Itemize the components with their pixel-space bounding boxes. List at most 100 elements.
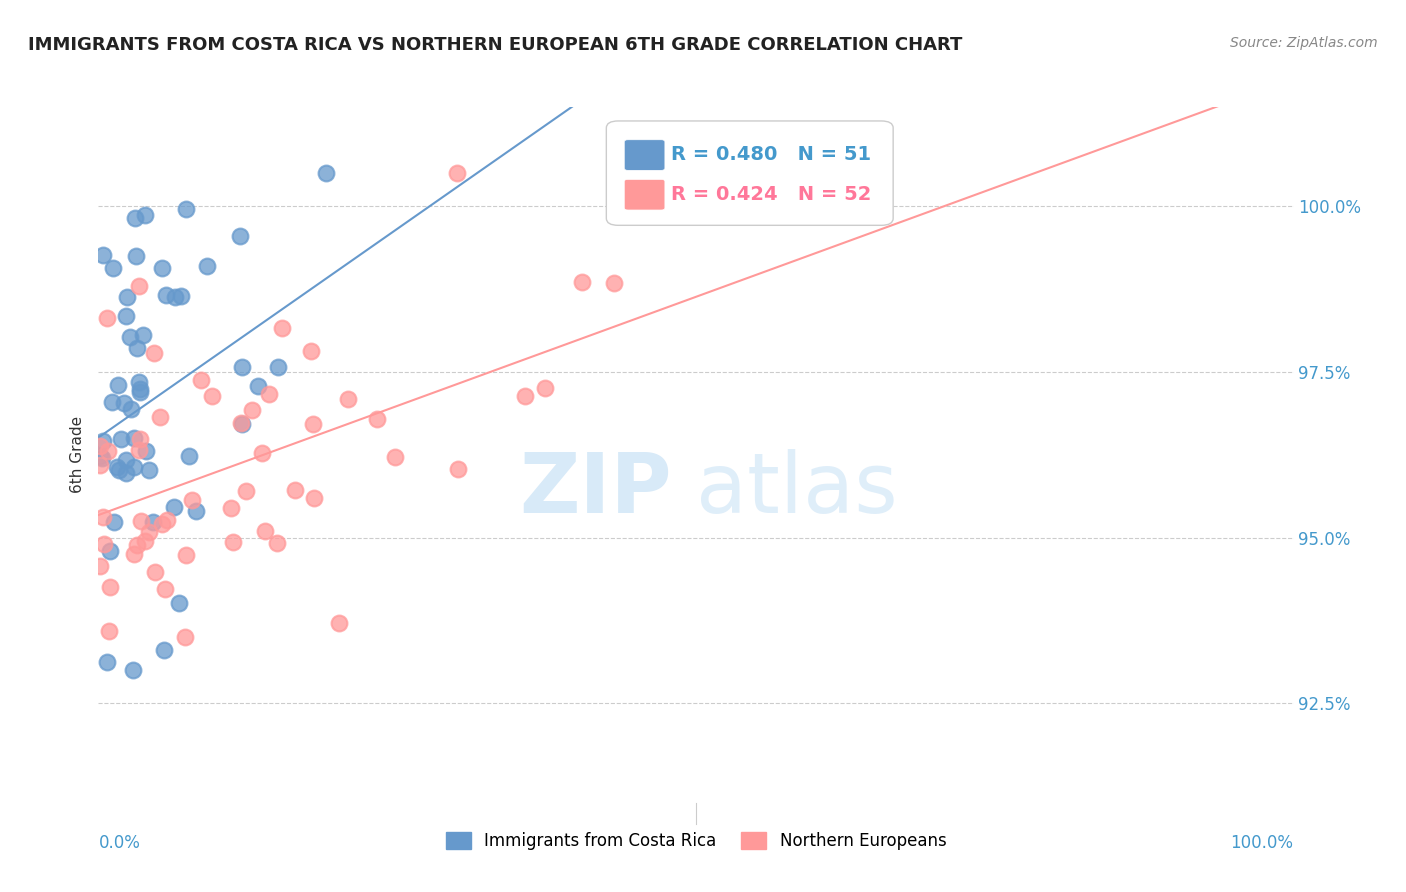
Point bbox=[534, 381, 557, 395]
Point bbox=[149, 409, 172, 424]
Point bbox=[127, 538, 149, 552]
Point bbox=[138, 525, 160, 540]
Point bbox=[299, 343, 322, 358]
Point bbox=[115, 290, 138, 304]
Point bbox=[253, 524, 276, 538]
Point bbox=[91, 509, 114, 524]
Point bbox=[129, 514, 152, 528]
Text: IMMIGRANTS FROM COSTA RICA VS NORTHERN EUROPEAN 6TH GRADE CORRELATION CHART: IMMIGRANTS FROM COSTA RICA VS NORTHERN E… bbox=[28, 36, 963, 54]
Point bbox=[229, 228, 252, 243]
Point bbox=[105, 459, 128, 474]
Point bbox=[603, 276, 626, 290]
FancyBboxPatch shape bbox=[606, 121, 893, 226]
Point bbox=[134, 533, 156, 548]
Point bbox=[122, 548, 145, 562]
Point bbox=[142, 515, 165, 529]
Point bbox=[174, 202, 197, 217]
Point bbox=[91, 248, 114, 262]
Point bbox=[284, 483, 307, 498]
Point bbox=[257, 386, 280, 401]
Point bbox=[571, 276, 593, 290]
Point bbox=[150, 516, 173, 531]
Point bbox=[384, 450, 406, 464]
Point bbox=[190, 373, 212, 387]
Point bbox=[115, 310, 138, 324]
Point bbox=[167, 596, 190, 610]
Point bbox=[107, 463, 129, 477]
FancyBboxPatch shape bbox=[624, 140, 665, 170]
Point bbox=[89, 559, 111, 574]
Point bbox=[124, 211, 146, 226]
Point bbox=[446, 166, 468, 180]
Point bbox=[250, 446, 273, 460]
Point bbox=[170, 289, 193, 303]
Point bbox=[155, 287, 177, 301]
Text: ZIP: ZIP bbox=[520, 450, 672, 530]
Point bbox=[124, 431, 146, 445]
Point bbox=[155, 582, 177, 597]
Point bbox=[91, 434, 114, 448]
Point bbox=[128, 384, 150, 399]
Point bbox=[110, 432, 132, 446]
Point bbox=[124, 460, 146, 475]
Text: 0.0%: 0.0% bbox=[98, 834, 141, 852]
Point bbox=[128, 442, 150, 457]
Point bbox=[302, 491, 325, 505]
Point bbox=[115, 466, 138, 480]
Point bbox=[174, 630, 197, 644]
Point bbox=[101, 261, 124, 276]
Point bbox=[107, 378, 129, 392]
Point bbox=[177, 449, 200, 463]
Point bbox=[156, 513, 179, 527]
Point bbox=[98, 580, 121, 594]
Point bbox=[89, 458, 111, 473]
Point bbox=[138, 463, 160, 477]
Point bbox=[131, 327, 153, 342]
Point bbox=[165, 290, 187, 304]
Point bbox=[163, 500, 186, 514]
Point bbox=[128, 278, 150, 293]
Point bbox=[315, 166, 337, 180]
Point bbox=[240, 402, 263, 417]
Point bbox=[301, 417, 323, 431]
Point bbox=[221, 501, 243, 516]
Point bbox=[96, 311, 118, 326]
Point bbox=[114, 396, 136, 410]
Legend: Immigrants from Costa Rica, Northern Europeans: Immigrants from Costa Rica, Northern Eur… bbox=[439, 826, 953, 857]
Text: R = 0.424   N = 52: R = 0.424 N = 52 bbox=[671, 185, 872, 203]
Point bbox=[515, 389, 537, 403]
Point bbox=[125, 249, 148, 263]
Point bbox=[127, 341, 149, 355]
Point bbox=[97, 624, 120, 639]
Point bbox=[89, 439, 111, 453]
Point bbox=[229, 417, 252, 431]
Point bbox=[184, 503, 207, 517]
Point bbox=[129, 382, 152, 396]
Point bbox=[328, 616, 350, 631]
Y-axis label: 6th Grade: 6th Grade bbox=[70, 417, 86, 493]
Point bbox=[222, 535, 245, 549]
Text: 100.0%: 100.0% bbox=[1230, 834, 1294, 852]
Text: R = 0.480   N = 51: R = 0.480 N = 51 bbox=[671, 145, 870, 164]
Point bbox=[128, 375, 150, 389]
Point bbox=[271, 320, 294, 334]
Point bbox=[120, 402, 142, 417]
Point bbox=[153, 642, 176, 657]
Point bbox=[142, 346, 165, 360]
Point bbox=[235, 484, 257, 499]
Point bbox=[96, 655, 118, 669]
Point bbox=[266, 359, 288, 374]
Point bbox=[120, 329, 142, 343]
Text: atlas: atlas bbox=[696, 450, 897, 530]
Point bbox=[336, 392, 359, 406]
Point bbox=[447, 462, 470, 476]
Point bbox=[247, 378, 270, 392]
Point bbox=[114, 453, 136, 467]
FancyBboxPatch shape bbox=[624, 179, 665, 210]
Point bbox=[89, 449, 111, 463]
Point bbox=[201, 388, 224, 402]
Point bbox=[152, 261, 174, 276]
Point bbox=[129, 432, 152, 446]
Point bbox=[266, 536, 288, 550]
Point bbox=[231, 360, 253, 375]
